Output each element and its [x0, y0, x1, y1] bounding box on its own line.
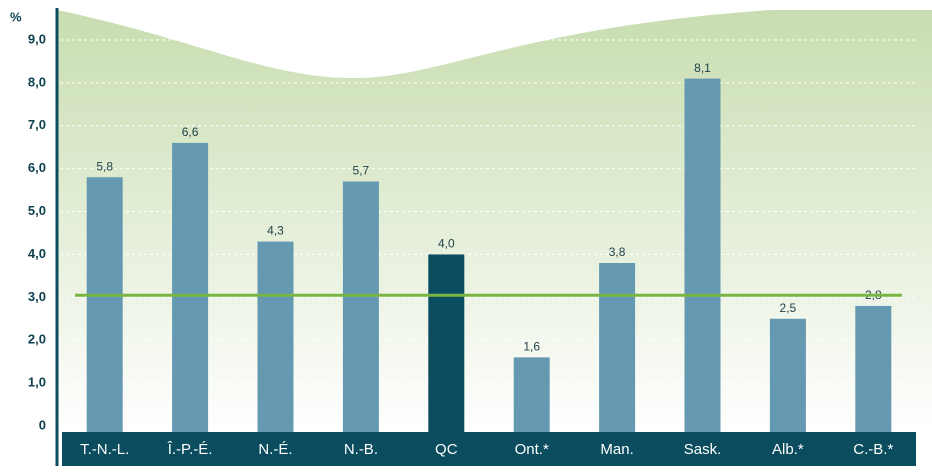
- x-tick-label: N.-B.: [344, 441, 378, 458]
- x-tick-label: Sask.: [684, 441, 722, 458]
- x-tick-label: QC: [435, 441, 458, 458]
- y-tick-label: 7,0: [28, 117, 46, 132]
- value-label: 5,8: [96, 159, 113, 173]
- y-axis-label: %: [10, 9, 22, 24]
- page: {"chart_data": {"type": "bar", "y_label"…: [0, 0, 932, 476]
- x-tick-label: T.-N.-L.: [80, 441, 129, 458]
- x-tick-label: Alb.*: [772, 441, 804, 458]
- value-label: 8,1: [694, 61, 711, 75]
- y-tick-label: 9,0: [28, 31, 46, 46]
- y-tick-label: 5,0: [28, 203, 46, 218]
- bar: [514, 357, 550, 432]
- bar: [172, 143, 208, 432]
- x-tick-label: Man.: [600, 441, 633, 458]
- y-tick-label: 3,0: [28, 289, 46, 304]
- chart: % 0 1,0 2,0 3,0 4,0 5,0 6,0 7,0 8,0 9,0 T.-N.-L. 5,…: [0, 0, 932, 476]
- x-tick-label: Ont.*: [515, 441, 549, 458]
- bar: [599, 263, 635, 432]
- y-tick-label: 2,0: [28, 332, 46, 347]
- x-tick-label: Î.-P.-É.: [167, 441, 213, 458]
- y-tick-label: 6,0: [28, 160, 46, 175]
- y-tick-label: 8,0: [28, 74, 46, 89]
- y-tick-label: 1,0: [28, 375, 46, 390]
- bar: [685, 79, 721, 432]
- bar: [258, 242, 294, 432]
- bar: [343, 182, 379, 432]
- bar: [428, 254, 464, 432]
- y-tick-label: 4,0: [28, 246, 46, 261]
- value-label: 4,0: [438, 237, 455, 251]
- value-label: 6,6: [182, 125, 199, 139]
- x-tick-label: N.-É.: [258, 441, 292, 458]
- x-tick-label: C.-B.*: [853, 441, 893, 458]
- y-tick-label: 0: [39, 417, 46, 432]
- value-label: 2,5: [780, 301, 797, 315]
- bar: [855, 306, 891, 432]
- value-label: 4,3: [267, 224, 284, 238]
- value-label: 5,7: [353, 164, 370, 178]
- value-label: 1,6: [523, 340, 540, 354]
- bar: [770, 319, 806, 432]
- bar: [87, 177, 123, 432]
- value-label: 3,8: [609, 245, 626, 259]
